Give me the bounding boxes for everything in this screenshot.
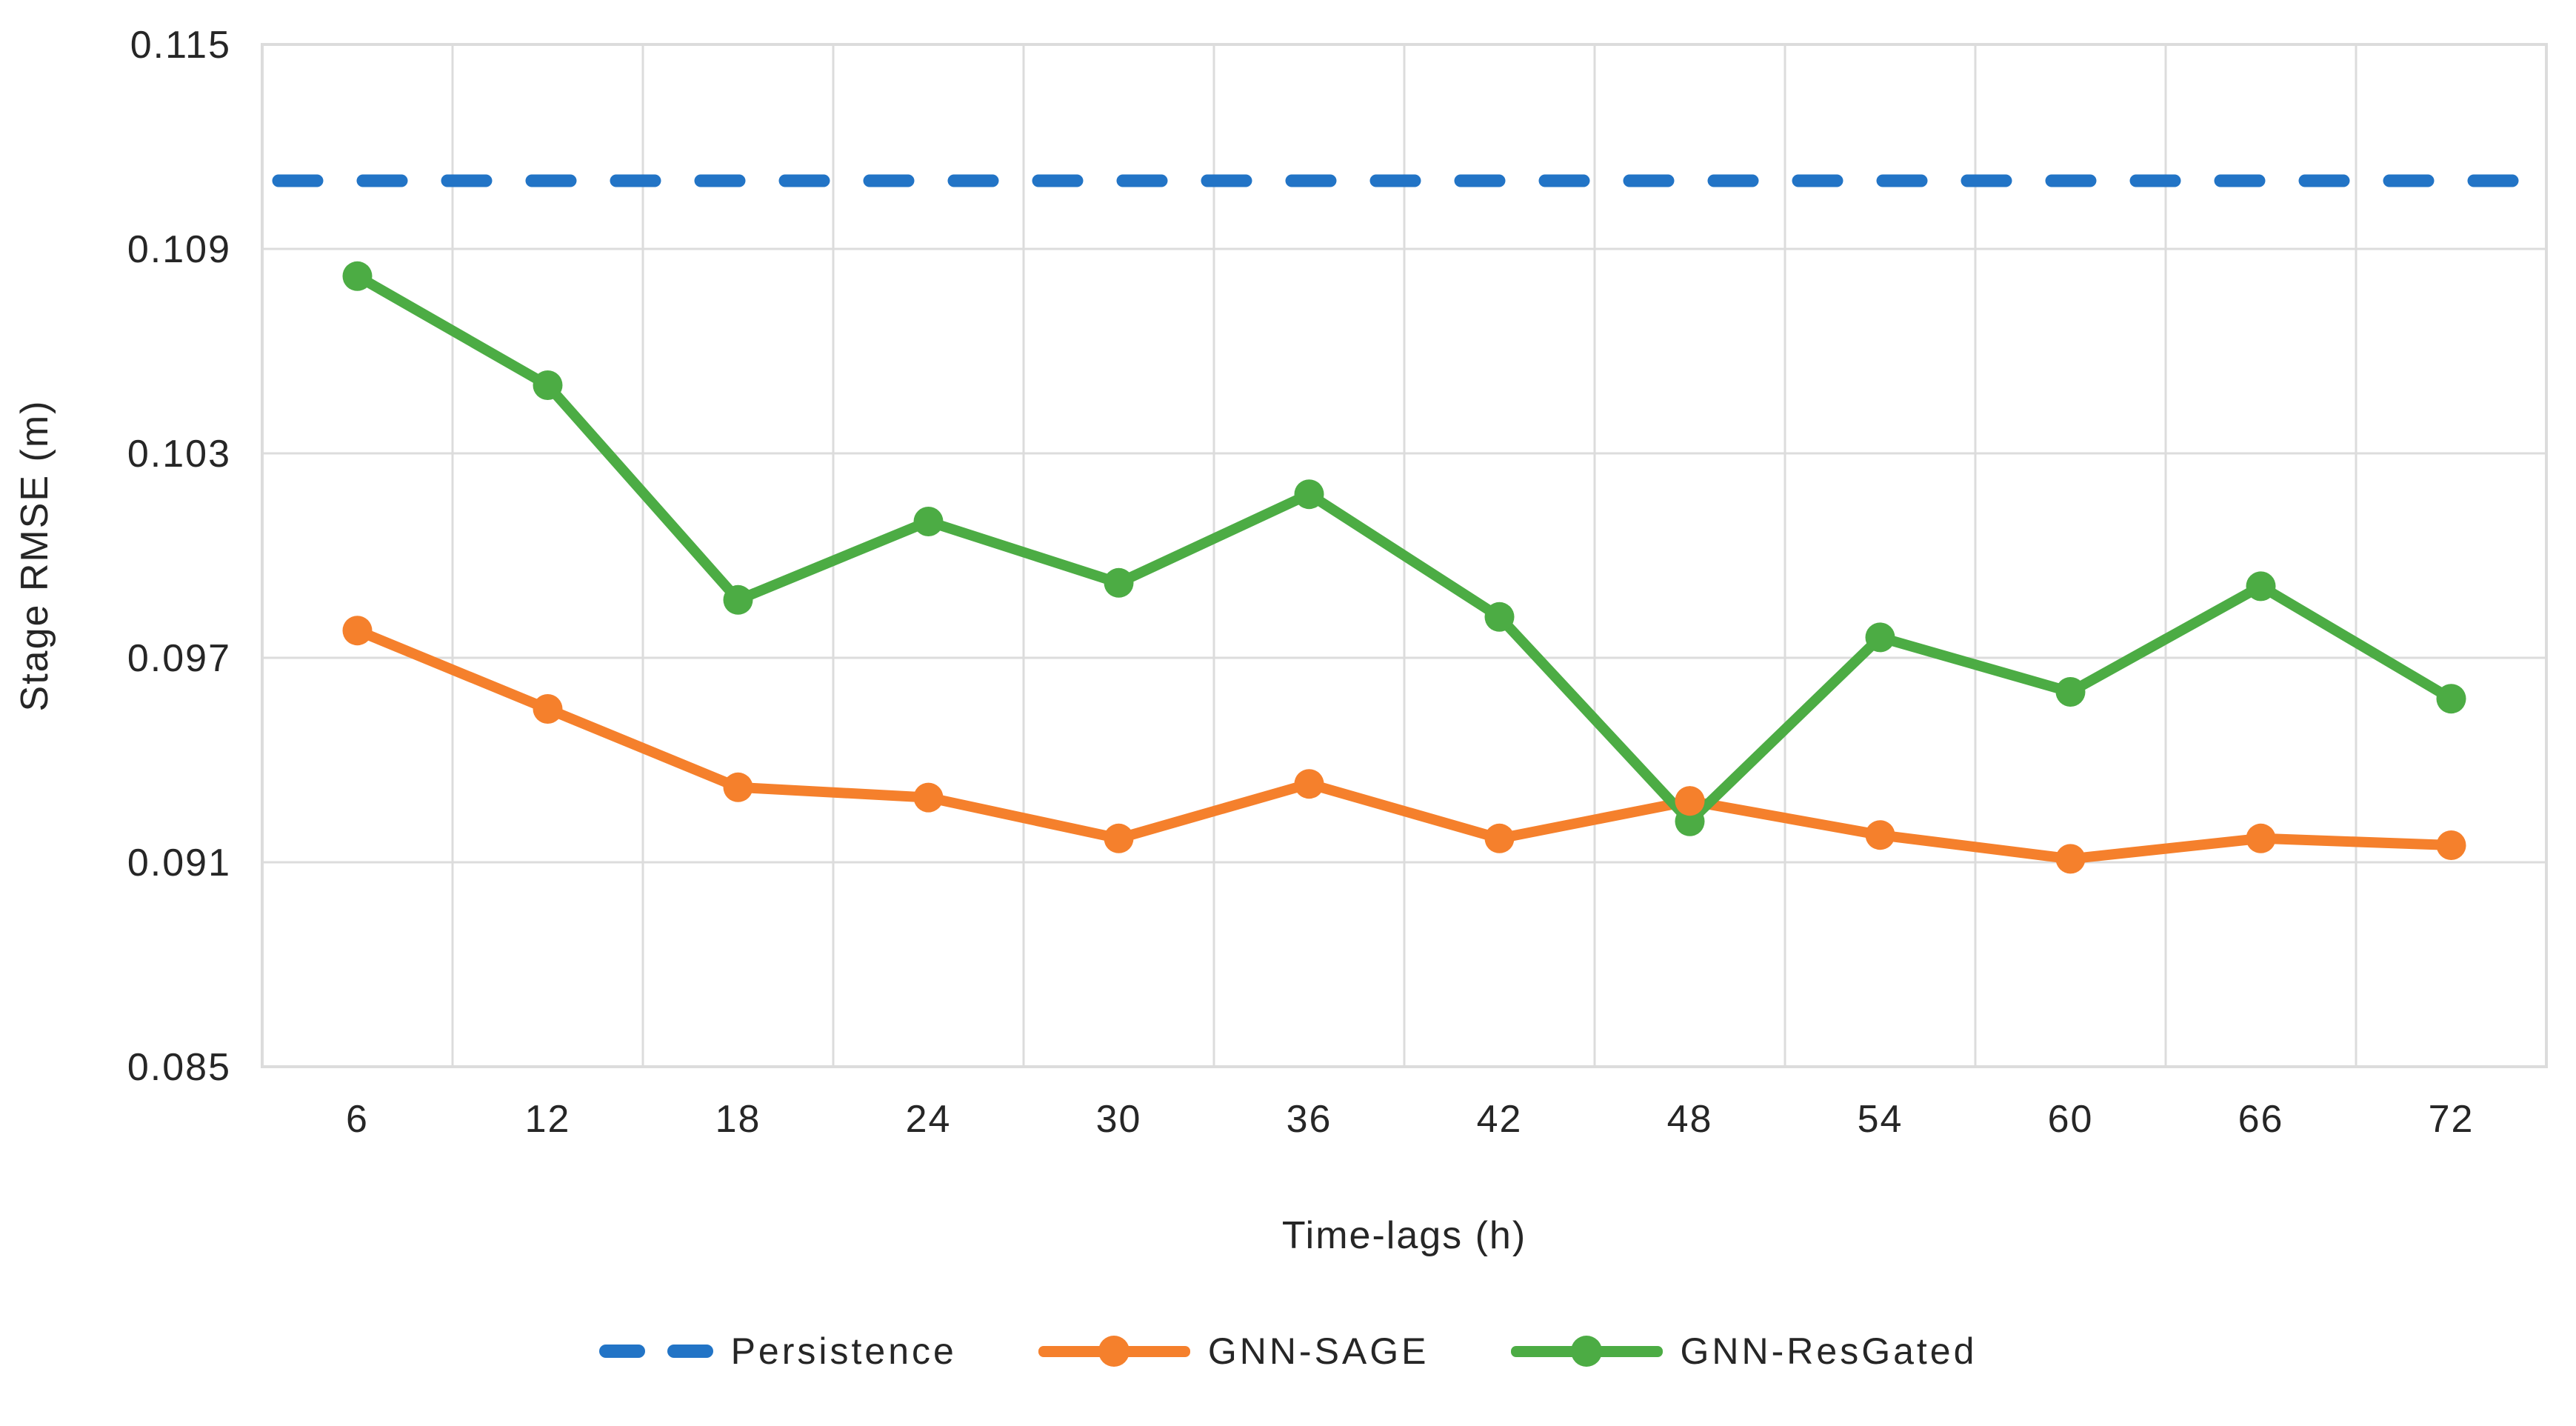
data-point-gnn-resgated-x36	[1294, 479, 1324, 510]
data-point-gnn-resgated-x54	[1865, 622, 1895, 653]
data-point-gnn-resgated-x6	[342, 261, 373, 291]
legend-item-gnn-resgated: GNN-ResGated	[1510, 1330, 1978, 1373]
x-tick-label: 36	[1287, 1098, 1332, 1141]
x-tick-label: 6	[346, 1098, 369, 1141]
y-tick-label: 0.091	[127, 842, 231, 884]
data-point-gnn-resgated-x18	[723, 584, 753, 615]
x-tick-label: 30	[1096, 1098, 1142, 1141]
x-tick-label: 60	[2048, 1098, 2094, 1141]
y-tick-label: 0.115	[130, 24, 231, 67]
data-point-gnn-resgated-x48	[1675, 806, 1705, 836]
data-point-gnn-sage-x36	[1294, 769, 1324, 799]
x-axis-title: Time-lags (h)	[1282, 1214, 1526, 1257]
legend-label: GNN-SAGE	[1207, 1330, 1429, 1372]
resgated-line-marker-icon	[1510, 1336, 1663, 1367]
chart-legend: Persistence GNN-SAGE GNN-ResGated	[0, 1330, 2576, 1373]
plot-border	[261, 43, 2548, 1068]
data-point-gnn-sage-x54	[1865, 820, 1895, 850]
legend-label: GNN-ResGated	[1680, 1330, 1978, 1372]
x-tick-label: 18	[715, 1098, 761, 1141]
data-point-gnn-resgated-x72	[2436, 684, 2466, 714]
legend-item-persistence: Persistence	[598, 1330, 957, 1373]
data-point-gnn-sage-x66	[2246, 823, 2276, 853]
data-point-gnn-resgated-x30	[1104, 567, 1134, 598]
data-point-gnn-sage-x12	[533, 694, 563, 724]
x-tick-label: 54	[1858, 1098, 1903, 1141]
x-tick-label: 66	[2238, 1098, 2284, 1141]
series-line-gnn-resgated	[352, 270, 2457, 827]
x-tick-label: 42	[1477, 1098, 1523, 1141]
x-tick-label: 24	[906, 1098, 952, 1141]
data-point-gnn-resgated-x60	[2055, 677, 2086, 707]
data-point-gnn-sage-x30	[1104, 823, 1134, 853]
data-point-gnn-sage-x72	[2436, 830, 2466, 860]
data-point-gnn-sage-x60	[2055, 844, 2086, 874]
x-tick-label: 12	[525, 1098, 571, 1141]
legend-item-gnn-sage: GNN-SAGE	[1038, 1330, 1429, 1373]
y-tick-label: 0.097	[127, 637, 231, 680]
data-point-gnn-resgated-x12	[533, 370, 563, 400]
data-point-gnn-resgated-x24	[913, 507, 944, 536]
data-point-gnn-resgated-x42	[1484, 602, 1515, 632]
x-tick-label: 72	[2429, 1098, 2475, 1141]
persistence-dashed-line-icon	[598, 1345, 713, 1358]
data-point-gnn-resgated-x66	[2246, 571, 2276, 602]
y-tick-label: 0.085	[127, 1046, 231, 1089]
data-point-gnn-sage-x24	[913, 782, 944, 813]
data-point-gnn-sage-x6	[342, 616, 373, 646]
data-point-gnn-sage-x48-overlap	[1675, 786, 1705, 816]
sage-line-marker-icon	[1038, 1336, 1190, 1367]
x-tick-label: 48	[1667, 1098, 1713, 1141]
y-tick-label: 0.103	[127, 433, 231, 476]
data-point-gnn-sage-x42	[1484, 823, 1515, 853]
y-tick-label: 0.109	[127, 228, 231, 271]
y-axis-title: Stage RMSE (m)	[13, 400, 56, 712]
legend-label: Persistence	[730, 1330, 957, 1372]
data-point-gnn-sage-x18	[723, 772, 753, 802]
series-line-gnn-sage	[352, 625, 2457, 864]
